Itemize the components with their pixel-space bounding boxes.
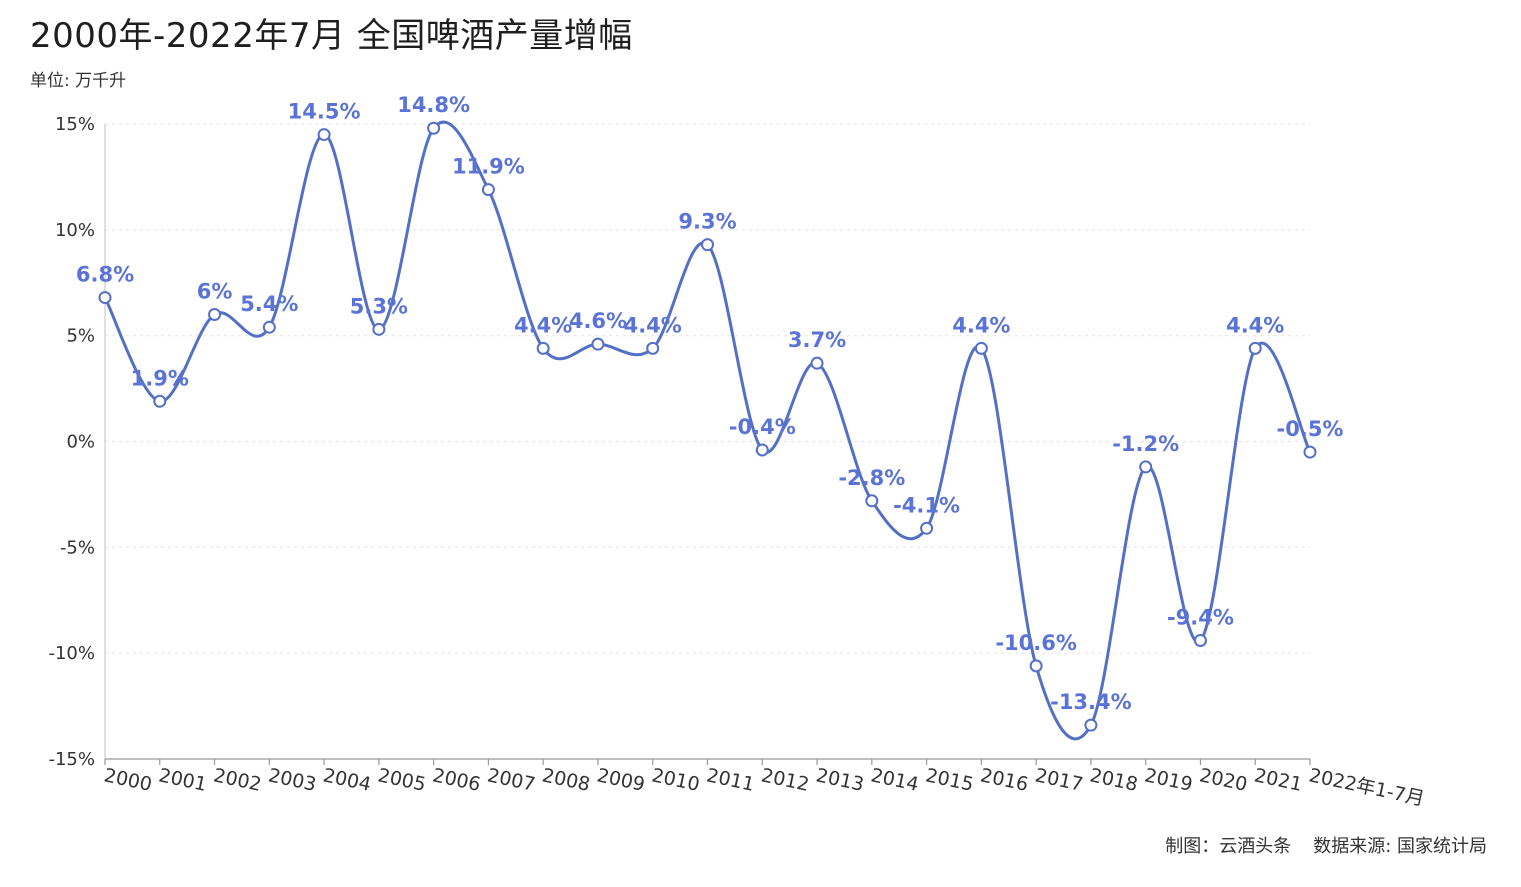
- data-point: [481, 183, 495, 197]
- data-label: 6%: [197, 280, 233, 304]
- data-point: [865, 494, 879, 508]
- axes: [104, 124, 1311, 765]
- x-tick-label: 2002: [212, 764, 264, 796]
- data-label: 4.6%: [569, 309, 627, 333]
- data-point: [701, 238, 714, 252]
- data-point: [262, 320, 276, 334]
- chart-maker-credit: 制图：云酒头条: [1165, 836, 1292, 857]
- x-tick-label: 2015: [924, 764, 976, 796]
- x-tick-label: 2021: [1252, 764, 1304, 796]
- data-label: 3.7%: [788, 328, 846, 352]
- x-tick-label: 2018: [1088, 764, 1140, 796]
- y-tick-label: -10%: [48, 643, 95, 664]
- grid-lines: [105, 123, 1310, 654]
- data-label: 9.3%: [678, 210, 736, 234]
- y-tick-label: 5%: [66, 326, 95, 347]
- data-point: [98, 291, 112, 305]
- data-point: [591, 337, 605, 351]
- data-point: [920, 521, 934, 535]
- data-label: 11.9%: [452, 155, 525, 179]
- data-label: -10.6%: [995, 631, 1077, 655]
- data-point: [1248, 341, 1262, 355]
- x-tick-label: 2007: [485, 764, 537, 796]
- x-axis-ticks: 2000 2001 2002 2003 2004 2005 2006 2007 2008 2009…: [102, 764, 1426, 810]
- y-tick-label: 15%: [55, 114, 95, 135]
- data-point: [1193, 633, 1207, 647]
- data-point: [755, 443, 769, 457]
- data-label: -4.1%: [893, 493, 960, 517]
- data-point: [1084, 718, 1098, 732]
- data-label: -0.4%: [729, 415, 796, 439]
- x-tick-label: 2009: [595, 764, 647, 796]
- footer-credits: 制图：云酒头条 数据来源: 国家统计局: [1165, 832, 1487, 858]
- x-tick-label: 2014: [869, 764, 921, 796]
- data-label: 6.8%: [76, 263, 134, 287]
- y-tick-label: 0%: [66, 432, 95, 453]
- data-label: 4.4%: [514, 313, 572, 337]
- y-tick-label: 10%: [55, 220, 95, 241]
- data-point: [974, 341, 988, 355]
- x-tick-label: 2008: [540, 764, 592, 796]
- data-label: 14.5%: [288, 100, 361, 124]
- x-tick-label: 2022年1-7月: [1307, 764, 1426, 810]
- data-label: 14.8%: [397, 93, 470, 117]
- data-labels: 6.8%1.9%6%5.4%14.5%5.3%14.8%11.9%4.4%4.6…: [76, 93, 1344, 714]
- data-label: -1.2%: [1112, 432, 1179, 456]
- data-label: -0.5%: [1277, 417, 1344, 441]
- x-tick-label: 2019: [1143, 764, 1195, 796]
- data-label: 4.4%: [1226, 313, 1284, 337]
- data-point: [810, 356, 824, 370]
- chart-title: 2000年-2022年7月 全国啤酒产量增幅: [30, 16, 633, 56]
- x-tick-label: 2001: [157, 764, 209, 796]
- y-axis-ticks: 15% 10% 5% 0% -5% -10% -15%: [48, 114, 95, 770]
- data-label: -9.4%: [1167, 605, 1234, 629]
- data-label: 4.4%: [624, 313, 682, 337]
- data-point: [317, 128, 331, 142]
- data-label: 4.4%: [952, 313, 1010, 337]
- data-point: [1029, 659, 1043, 673]
- x-tick-label: 2016: [978, 764, 1030, 796]
- data-point: [153, 394, 167, 408]
- data-label: -2.8%: [838, 466, 905, 490]
- x-tick-label: 2012: [759, 764, 811, 796]
- data-point: [372, 322, 386, 336]
- x-tick-label: 2017: [1033, 764, 1085, 796]
- x-tick-label: 2010: [650, 764, 702, 796]
- data-source-credit: 数据来源: 国家统计局: [1313, 836, 1487, 857]
- data-point: [646, 341, 660, 355]
- x-tick-label: 2005: [376, 764, 428, 796]
- data-points: [98, 121, 1317, 732]
- y-tick-label: -5%: [60, 537, 95, 558]
- data-point: [208, 308, 222, 321]
- data-label: -13.4%: [1050, 690, 1132, 714]
- data-label: 5.4%: [240, 292, 298, 316]
- x-tick-label: 2000: [102, 764, 154, 796]
- x-tick-label: 2020: [1197, 764, 1249, 796]
- data-point: [1303, 445, 1317, 459]
- data-point: [536, 341, 550, 355]
- data-point: [1139, 460, 1153, 474]
- x-tick-label: 2004: [321, 764, 373, 796]
- x-tick-label: 2013: [814, 764, 866, 796]
- x-tick-label: 2011: [704, 764, 756, 796]
- y-tick-label: -15%: [48, 749, 95, 770]
- x-tick-label: 2003: [266, 764, 318, 796]
- data-point: [427, 121, 441, 135]
- data-label: 5.3%: [350, 294, 408, 318]
- data-label: 1.9%: [131, 366, 189, 390]
- x-tick-label: 2006: [431, 764, 483, 796]
- unit-label: 单位: 万千升: [30, 71, 127, 91]
